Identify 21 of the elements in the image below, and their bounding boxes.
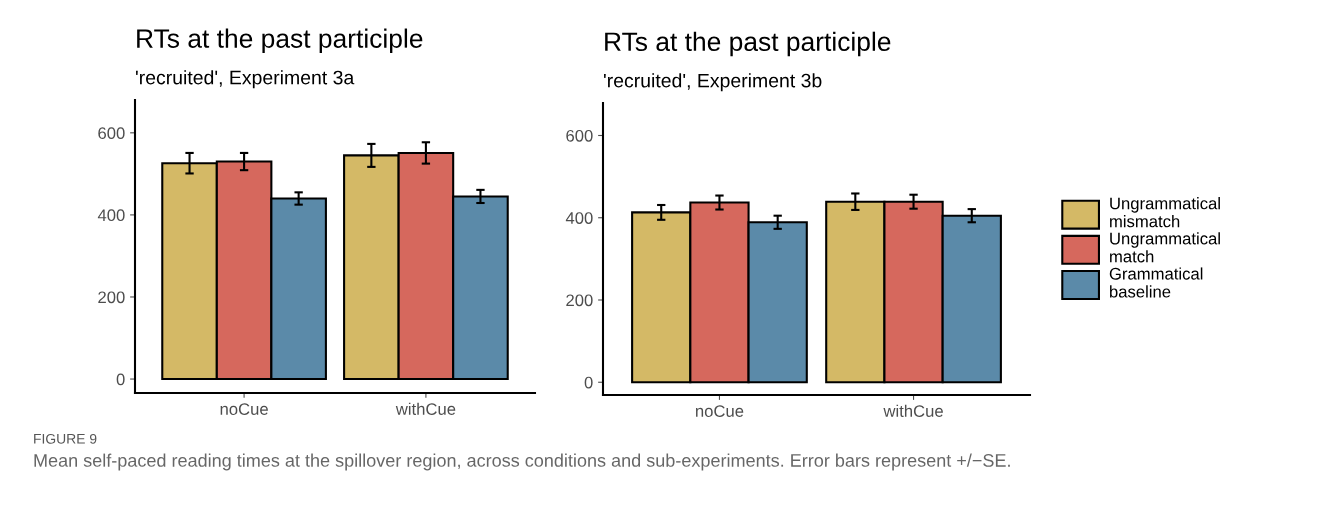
y-tick-label: 600: [566, 129, 593, 142]
x-tick-label: noCue: [696, 405, 744, 417]
legend-label: Ungrammatical mismatch: [1110, 197, 1220, 228]
y-tick-label: 200: [566, 294, 593, 307]
y-tick-label: 0: [584, 376, 593, 389]
y-tick-label: 400: [97, 209, 125, 222]
chart-subtitle: 'recruited', Experiment 3b: [603, 73, 822, 92]
chart-title: RTs at the past participle: [137, 28, 423, 54]
legend-label: Ungrammatical match: [1110, 232, 1220, 263]
legend-label: Grammatical baseline: [1109, 267, 1203, 298]
caption: FIGURE 9: [34, 433, 97, 444]
x-tick-label: withCue: [395, 402, 456, 415]
y-tick-label: 600: [98, 127, 125, 140]
chart-title: RTs at the past participle: [605, 31, 891, 57]
chart-subtitle: 'recruited', Experiment 3a: [135, 70, 355, 89]
y-tick-label: 0: [116, 373, 125, 386]
y-tick-label: 400: [565, 212, 593, 224]
x-tick-label: withCue: [883, 404, 943, 417]
text: Mean self-paced reading times at the spillover region, across conditions and sub-experiments. Error bars represent +/−SE.: [34, 453, 1010, 471]
x-tick-label: noCue: [220, 403, 268, 415]
y-tick-label: 200: [98, 291, 125, 304]
